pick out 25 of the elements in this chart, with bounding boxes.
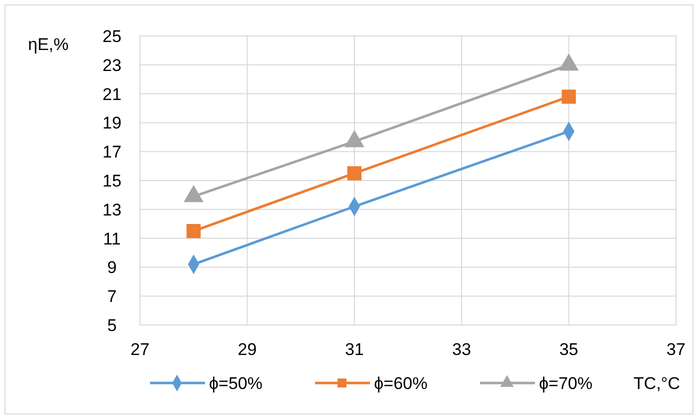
y-tick-label: 15	[102, 171, 122, 190]
y-tick-label: 19	[102, 114, 122, 133]
point	[562, 90, 576, 104]
x-tick-label: 33	[452, 340, 472, 359]
legend-label: ϕ=60%	[374, 374, 428, 393]
y-tick-label: 7	[107, 287, 117, 306]
x-tick-label: 31	[344, 340, 364, 359]
point	[186, 224, 201, 238]
y-tick-label: 17	[102, 142, 122, 162]
y-tick-label: 9	[107, 258, 117, 278]
y-axis-title: ηE,%	[28, 35, 69, 54]
x-tick-label: 37	[666, 340, 686, 359]
y-tick-label: 13	[102, 200, 122, 220]
legend-label: ϕ=50%	[209, 374, 262, 393]
y-tick-label: 25	[102, 26, 122, 46]
x-tick-label: 29	[238, 340, 257, 359]
x-axis-title: TC,°C	[634, 374, 680, 393]
y-tick-label: 11	[103, 229, 121, 248]
y-tick-label: 21	[102, 84, 122, 104]
y-tick-label: 23	[102, 56, 122, 75]
x-tick-label: 27	[130, 340, 150, 359]
legend-label: ϕ=70%	[539, 374, 592, 393]
point	[347, 166, 362, 180]
y-tick-label: 5	[107, 316, 117, 335]
x-tick-label: 35	[559, 340, 578, 359]
